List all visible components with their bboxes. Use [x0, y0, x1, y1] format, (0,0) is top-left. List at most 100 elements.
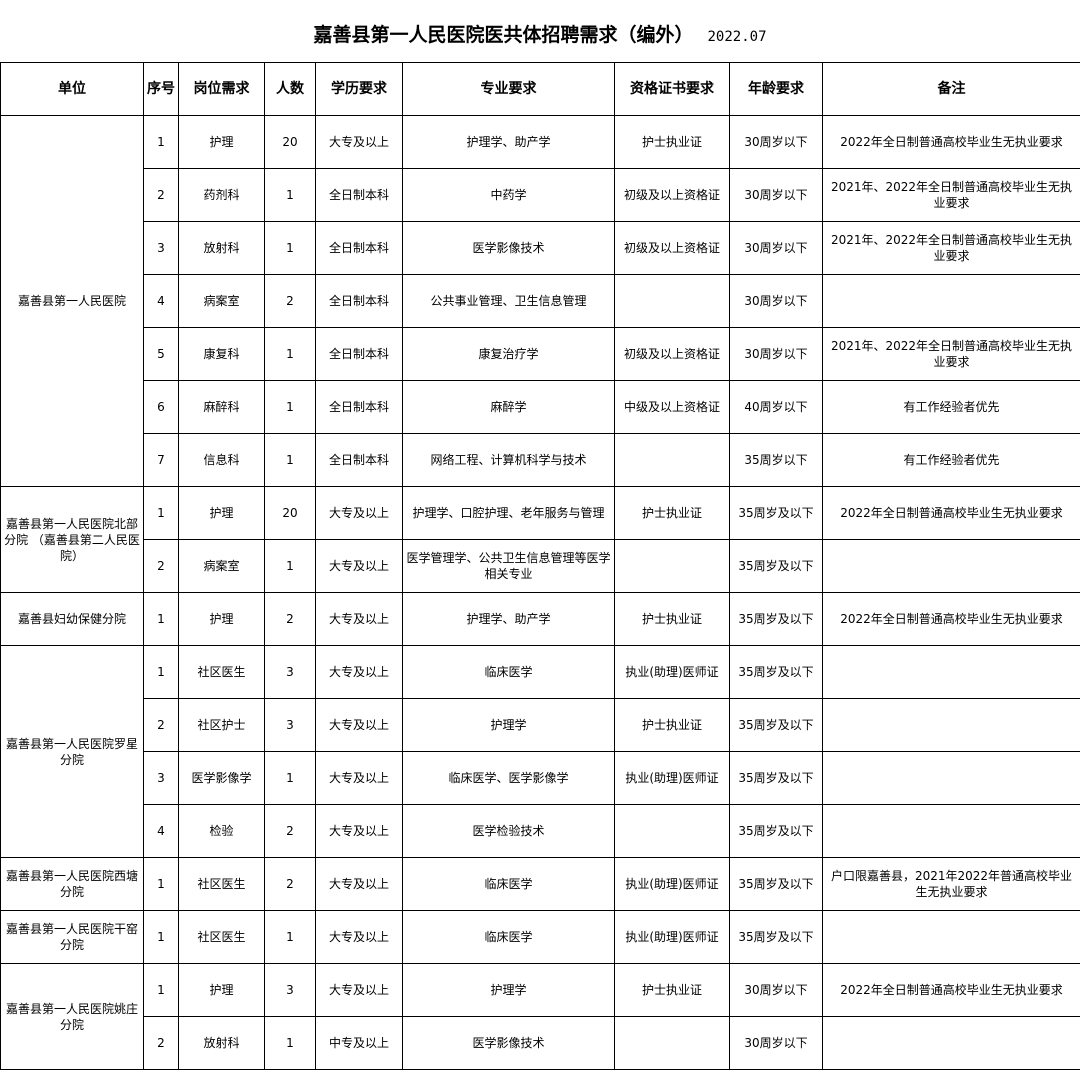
- cell-certificate: 中级及以上资格证: [614, 380, 730, 434]
- table-row: 7 信息科 1 全日制本科 网络工程、计算机科学与技术 35周岁以下 有工作经验者优先: [1, 433, 1080, 487]
- cell-education: 大专及以上: [315, 698, 403, 752]
- cell-unit: 嘉善县妇幼保健分院: [0, 592, 144, 646]
- cell-count: 1: [264, 751, 316, 805]
- cell-seq: 2: [143, 539, 179, 593]
- cell-education: 全日制本科: [315, 168, 403, 222]
- cell-age: 35周岁及以下: [729, 751, 823, 805]
- header-position: 岗位需求: [178, 62, 265, 116]
- cell-remarks: 2022年全日制普通高校毕业生无执业要求: [822, 963, 1080, 1017]
- cell-count: 2: [264, 274, 316, 328]
- table-row: 6 麻醉科 1 全日制本科 麻醉学 中级及以上资格证 40周岁以下 有工作经验者优先: [1, 380, 1080, 434]
- cell-position: 康复科: [178, 327, 265, 381]
- header-remarks: 备注: [822, 62, 1080, 116]
- cell-remarks: [822, 645, 1080, 699]
- cell-seq: 1: [143, 910, 179, 964]
- cell-seq: 2: [143, 168, 179, 222]
- cell-age: 35周岁及以下: [729, 539, 823, 593]
- cell-count: 1: [264, 1016, 316, 1070]
- cell-major: 康复治疗学: [402, 327, 615, 381]
- cell-age: 30周岁以下: [729, 963, 823, 1017]
- cell-age: 30周岁以下: [729, 168, 823, 222]
- cell-certificate: 护士执业证: [614, 486, 730, 540]
- table-row: 2 病案室 1 大专及以上 医学管理学、公共卫生信息管理等医学相关专业 35周岁及以下: [1, 539, 1080, 593]
- cell-education: 全日制本科: [315, 221, 403, 275]
- cell-seq: 7: [143, 433, 179, 487]
- cell-certificate: 护士执业证: [614, 592, 730, 646]
- cell-major: 临床医学、医学影像学: [402, 751, 615, 805]
- table-row: 嘉善县第一人民医院干窑分院 1 社区医生 1 大专及以上 临床医学 执业(助理)医师证 35周…: [0, 910, 1080, 964]
- cell-seq: 2: [143, 1016, 179, 1070]
- cell-position: 病案室: [178, 274, 265, 328]
- cell-certificate: 初级及以上资格证: [614, 168, 730, 222]
- cell-count: 1: [264, 327, 316, 381]
- cell-count: 1: [264, 380, 316, 434]
- table-row: 嘉善县第一人民医院罗星分院 1 社区医生 3 大专及以上 临床医学 执业(助理)医师证 35周…: [0, 645, 1080, 858]
- cell-unit: 嘉善县第一人民医院西塘分院: [0, 857, 144, 911]
- cell-position: 信息科: [178, 433, 265, 487]
- cell-certificate: 护士执业证: [614, 115, 730, 169]
- cell-seq: 1: [143, 115, 179, 169]
- cell-major: 麻醉学: [402, 380, 615, 434]
- cell-education: 大专及以上: [315, 910, 403, 964]
- title-date: 2022.07: [707, 29, 767, 45]
- cell-certificate: [614, 539, 730, 593]
- cell-count: 20: [264, 115, 316, 169]
- cell-count: 1: [264, 910, 316, 964]
- cell-seq: 6: [143, 380, 179, 434]
- cell-major: 护理学: [402, 963, 615, 1017]
- header-education: 学历要求: [315, 62, 403, 116]
- table-row: 4 病案室 2 全日制本科 公共事业管理、卫生信息管理 30周岁以下: [1, 274, 1080, 328]
- cell-count: 20: [264, 486, 316, 540]
- cell-position: 护理: [178, 963, 265, 1017]
- cell-count: 2: [264, 857, 316, 911]
- cell-age: 30周岁以下: [729, 274, 823, 328]
- cell-remarks: 2022年全日制普通高校毕业生无执业要求: [822, 486, 1080, 540]
- table-row: 2 社区护士 3 大专及以上 护理学 护士执业证 35周岁及以下: [1, 698, 1080, 752]
- cell-major: 护理学: [402, 698, 615, 752]
- cell-count: 1: [264, 168, 316, 222]
- table-row: 嘉善县第一人民医院姚庄分院 1 护理 3 大专及以上 护理学 护士执业证 30周岁以下 2022…: [0, 963, 1080, 1070]
- cell-major: 临床医学: [402, 645, 615, 699]
- cell-major: 公共事业管理、卫生信息管理: [402, 274, 615, 328]
- cell-count: 1: [264, 221, 316, 275]
- cell-seq: 1: [143, 645, 179, 699]
- cell-unit: 嘉善县第一人民医院干窑分院: [0, 910, 144, 964]
- cell-remarks: [822, 274, 1080, 328]
- cell-education: 大专及以上: [315, 963, 403, 1017]
- cell-remarks: 2021年、2022年全日制普通高校毕业生无执业要求: [822, 221, 1080, 275]
- cell-remarks: 2021年、2022年全日制普通高校毕业生无执业要求: [822, 327, 1080, 381]
- table-row: 3 医学影像学 1 大专及以上 临床医学、医学影像学 执业(助理)医师证 35周岁及以下: [1, 751, 1080, 805]
- cell-education: 大专及以上: [315, 751, 403, 805]
- cell-position: 药剂科: [178, 168, 265, 222]
- cell-position: 护理: [178, 486, 265, 540]
- cell-count: 2: [264, 592, 316, 646]
- cell-age: 35周岁及以下: [729, 645, 823, 699]
- cell-seq: 5: [143, 327, 179, 381]
- title-text: 嘉善县第一人民医院医共体招聘需求（编外）: [313, 24, 694, 46]
- cell-age: 35周岁及以下: [729, 592, 823, 646]
- cell-certificate: 护士执业证: [614, 963, 730, 1017]
- cell-position: 社区医生: [178, 910, 265, 964]
- cell-unit: 嘉善县第一人民医院姚庄分院: [0, 963, 144, 1070]
- cell-position: 麻醉科: [178, 380, 265, 434]
- cell-unit: 嘉善县第一人民医院罗星分院: [0, 645, 144, 858]
- cell-remarks: [822, 751, 1080, 805]
- cell-remarks: [822, 698, 1080, 752]
- cell-position: 放射科: [178, 1016, 265, 1070]
- header-age: 年龄要求: [729, 62, 823, 116]
- cell-position: 护理: [178, 115, 265, 169]
- cell-position: 社区医生: [178, 857, 265, 911]
- cell-age: 35周岁及以下: [729, 857, 823, 911]
- table-row: 5 康复科 1 全日制本科 康复治疗学 初级及以上资格证 30周岁以下 2021年、2022年…: [1, 327, 1080, 381]
- cell-certificate: [614, 1016, 730, 1070]
- header-major: 专业要求: [402, 62, 615, 116]
- cell-remarks: 2022年全日制普通高校毕业生无执业要求: [822, 115, 1080, 169]
- cell-certificate: 护士执业证: [614, 698, 730, 752]
- cell-seq: 4: [143, 274, 179, 328]
- table-row: 4 检验 2 大专及以上 医学检验技术 35周岁及以下: [1, 804, 1080, 858]
- document-title: 嘉善县第一人民医院医共体招聘需求（编外） 2022.07: [0, 20, 1080, 47]
- cell-count: 1: [264, 433, 316, 487]
- cell-position: 社区护士: [178, 698, 265, 752]
- cell-certificate: [614, 274, 730, 328]
- cell-age: 40周岁以下: [729, 380, 823, 434]
